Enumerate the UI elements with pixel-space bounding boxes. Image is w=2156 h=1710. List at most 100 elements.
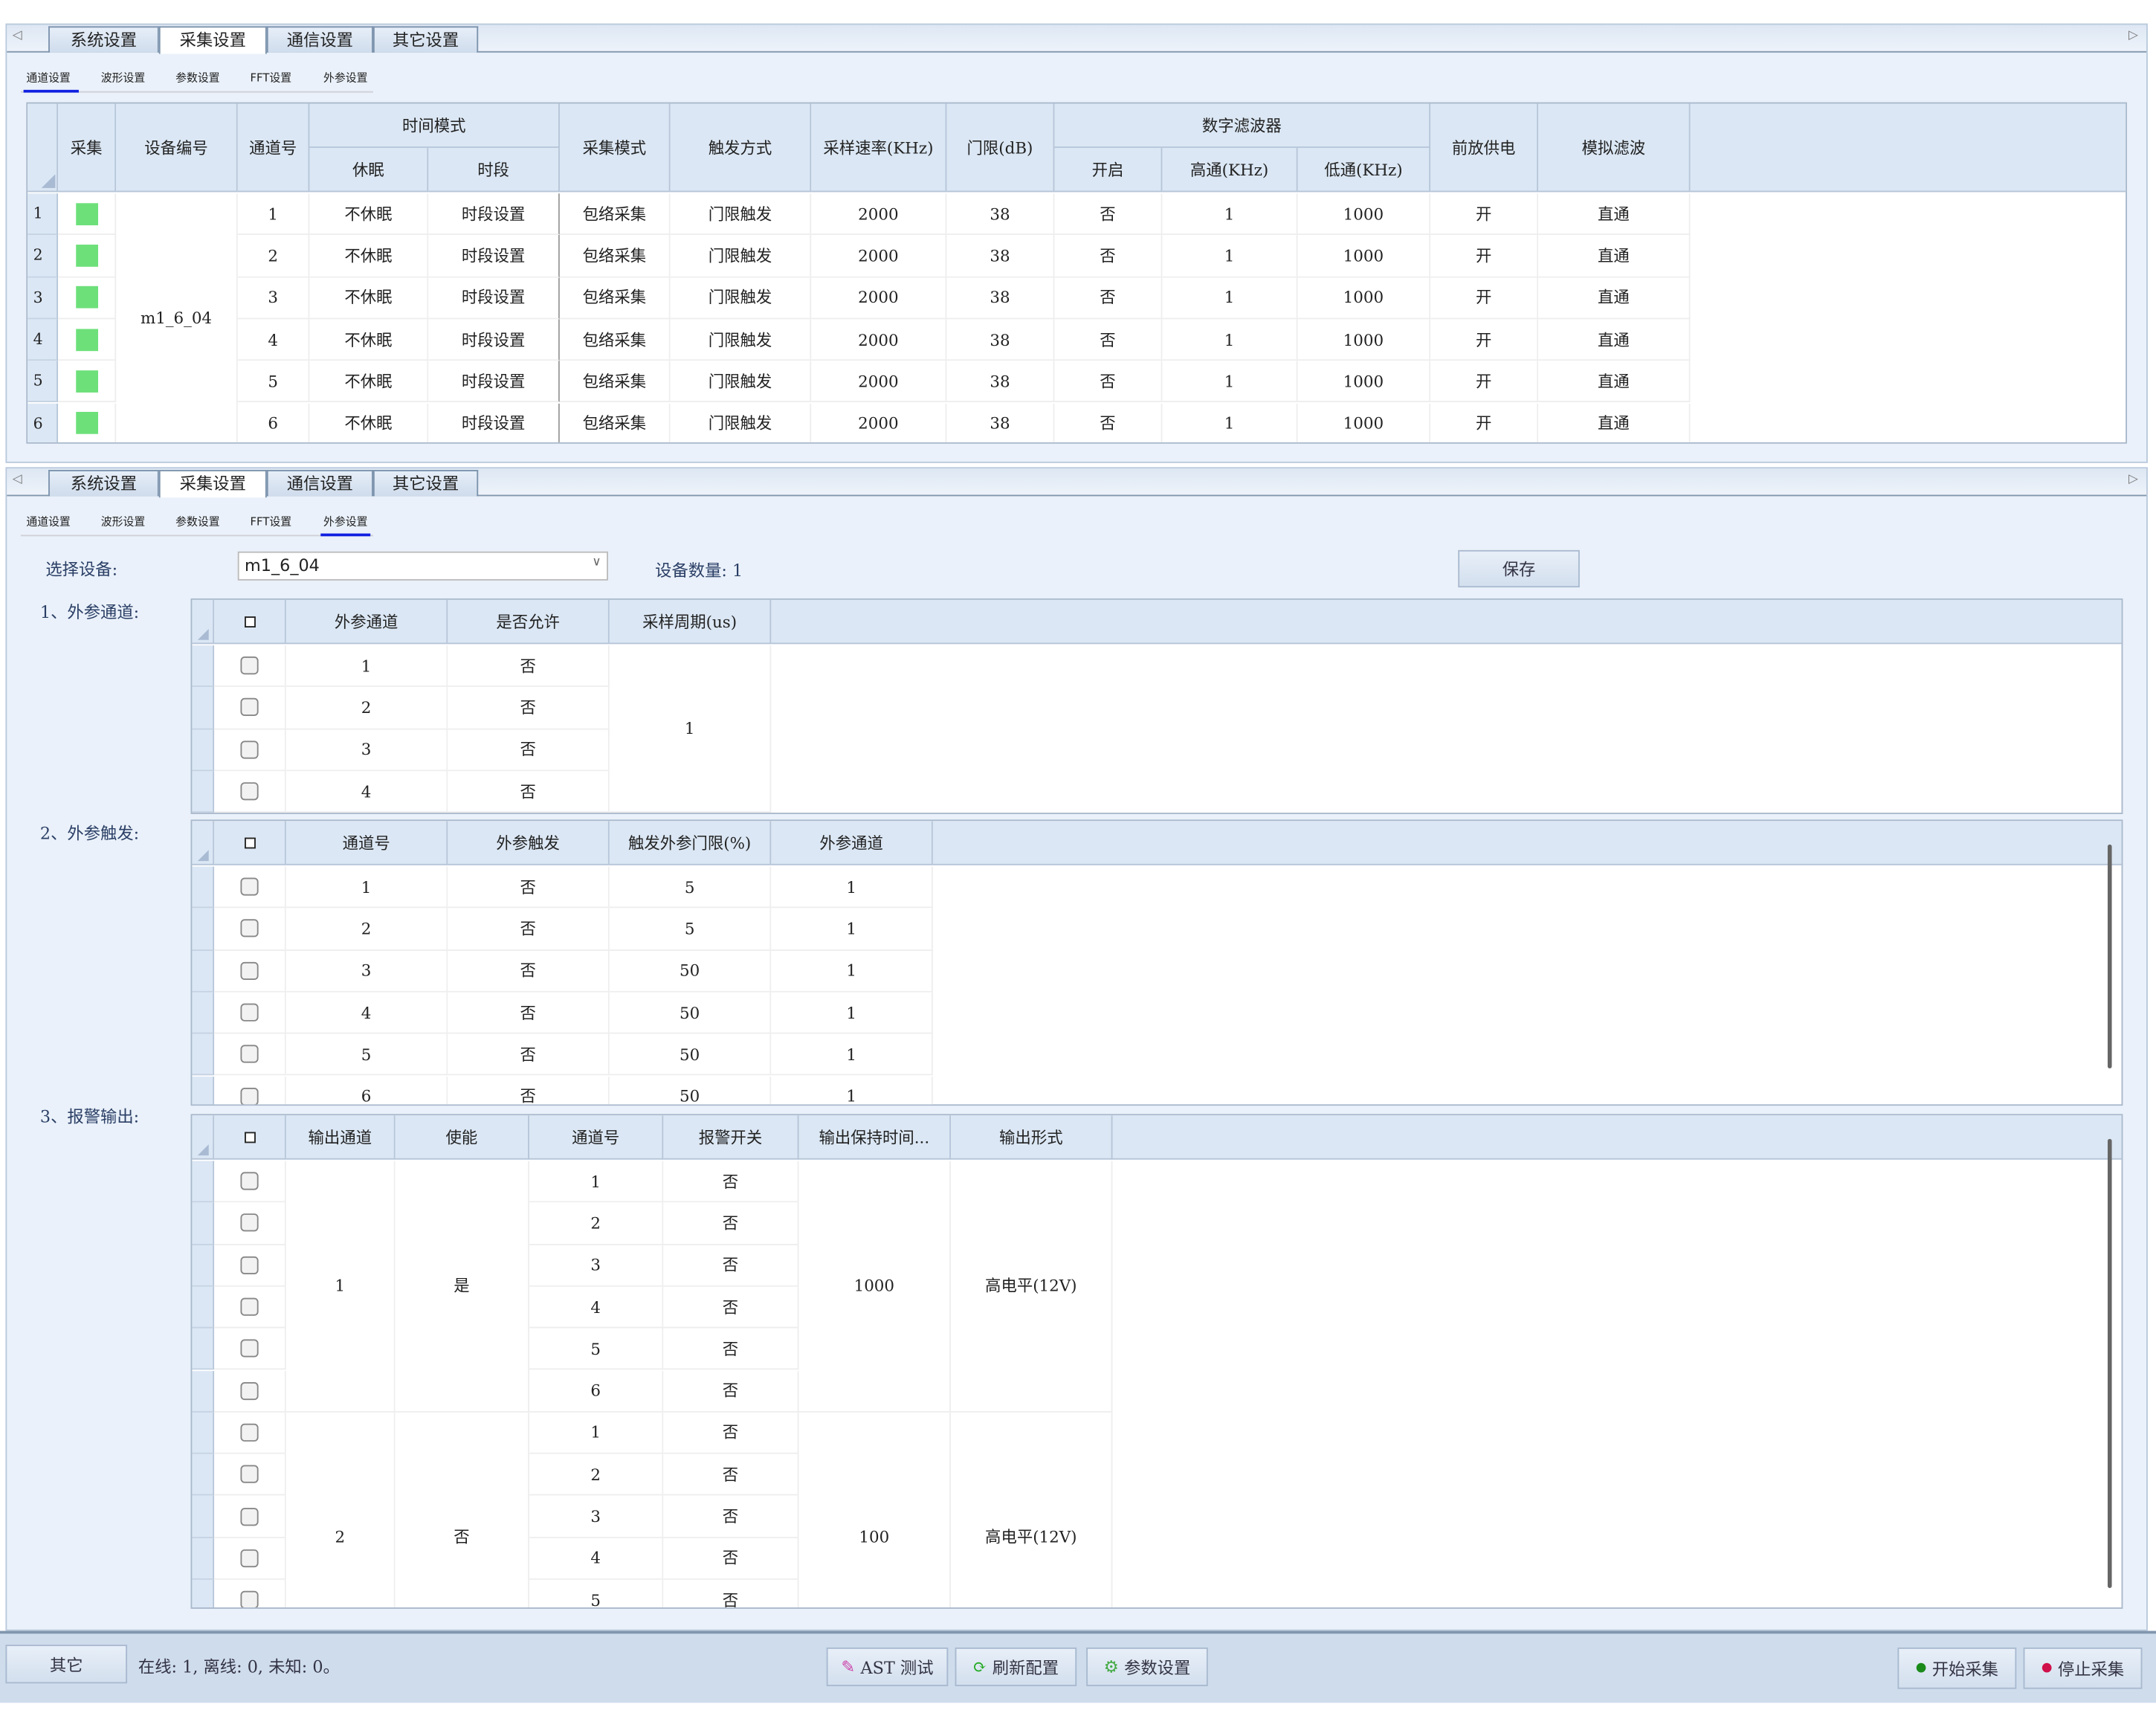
- cell-en[interactable]: 否: [1054, 319, 1163, 361]
- scroll-right-arrow[interactable]: ▷: [2128, 29, 2138, 43]
- cell-alarm-switch[interactable]: 否: [663, 1286, 799, 1329]
- row-header[interactable]: [192, 992, 215, 1034]
- cell-hp[interactable]: 1: [1162, 319, 1298, 361]
- cell-hp[interactable]: 1: [1162, 277, 1298, 320]
- row-checkbox[interactable]: [240, 740, 259, 759]
- cell-lp[interactable]: 1000: [1297, 402, 1431, 442]
- row-header[interactable]: 2: [28, 235, 59, 277]
- cell-col-2[interactable]: 50: [609, 1076, 772, 1105]
- collect-indicator-cell[interactable]: [58, 193, 117, 236]
- cell-pre[interactable]: 开: [1430, 361, 1539, 403]
- row-checkbox[interactable]: [240, 698, 259, 717]
- cell-alarm-switch[interactable]: 否: [663, 1579, 799, 1608]
- header-sample_rate[interactable]: 采样速率(KHz): [811, 103, 947, 193]
- cell-mode[interactable]: 包络采集: [559, 193, 671, 236]
- row-header[interactable]: 5: [28, 361, 59, 403]
- cell-lp[interactable]: 1000: [1297, 193, 1431, 236]
- cell-en[interactable]: 否: [1054, 277, 1163, 320]
- select-all-checkbox-cell[interactable]: [214, 1115, 286, 1160]
- row-header[interactable]: [192, 1370, 215, 1413]
- header-collect[interactable]: 采集: [58, 103, 117, 193]
- cell-col-1[interactable]: 否: [448, 992, 610, 1034]
- row-header[interactable]: [192, 1412, 215, 1454]
- cell-col-1[interactable]: 否: [448, 1033, 610, 1077]
- row-checkbox[interactable]: [240, 1590, 259, 1608]
- row-header[interactable]: [192, 1538, 215, 1580]
- cell-en[interactable]: 否: [1054, 193, 1163, 236]
- cell-col-0[interactable]: 6: [285, 1076, 448, 1105]
- cell-mode[interactable]: 包络采集: [559, 235, 671, 277]
- cell-trigger[interactable]: 门限触发: [670, 277, 812, 320]
- row-header[interactable]: [192, 1286, 215, 1329]
- cell-en[interactable]: 否: [1054, 361, 1163, 403]
- cell-thr[interactable]: 38: [946, 319, 1055, 361]
- row-checkbox-cell[interactable]: [214, 1370, 286, 1413]
- vertical-scrollbar[interactable]: [2107, 844, 2112, 1069]
- cell-period[interactable]: 时段设置: [428, 277, 560, 320]
- subtab-4[interactable]: 外参设置: [323, 515, 368, 529]
- row-header[interactable]: [192, 1076, 215, 1105]
- header-col-1[interactable]: 是否允许: [448, 599, 610, 645]
- param-settings-button[interactable]: ⚙ 参数设置: [1086, 1647, 1208, 1686]
- row-checkbox-cell[interactable]: [214, 729, 286, 772]
- scroll-left-arrow[interactable]: ◁: [12, 29, 22, 43]
- subtab-3[interactable]: FFT设置: [250, 71, 292, 85]
- row-header[interactable]: [192, 1454, 215, 1497]
- cell-col-3[interactable]: 1: [771, 950, 933, 993]
- row-checkbox[interactable]: [240, 1256, 259, 1274]
- row-checkbox[interactable]: [240, 961, 259, 980]
- cell-thr[interactable]: 38: [946, 402, 1055, 442]
- row-checkbox-cell[interactable]: [214, 1579, 286, 1608]
- cell-allow[interactable]: 否: [448, 771, 610, 813]
- header-collect_mode[interactable]: 采集模式: [559, 103, 671, 193]
- start-collect-button[interactable]: ● 开始采集: [1897, 1647, 2017, 1689]
- row-checkbox-cell[interactable]: [214, 1076, 286, 1105]
- row-checkbox[interactable]: [240, 1465, 259, 1484]
- select-all-checkbox[interactable]: [244, 616, 255, 627]
- cell-af[interactable]: 直通: [1538, 193, 1691, 236]
- cell-col-0[interactable]: 2: [285, 908, 448, 951]
- header-col-2[interactable]: 采样周期(us): [609, 599, 772, 645]
- cell-period[interactable]: 时段设置: [428, 193, 560, 236]
- header-col-2[interactable]: 触发外参门限(%): [609, 821, 772, 865]
- cell-output-form[interactable]: 高电平(12V): [950, 1161, 1113, 1413]
- cell-output-channel[interactable]: 2: [285, 1412, 396, 1608]
- header-channel[interactable]: 通道号: [237, 103, 310, 193]
- header-analog_filter[interactable]: 模拟滤波: [1538, 103, 1691, 193]
- cell-col-3[interactable]: 1: [771, 1033, 933, 1077]
- cell-af[interactable]: 直通: [1538, 235, 1691, 277]
- header-col-1[interactable]: 使能: [395, 1115, 529, 1160]
- cell-lp[interactable]: 1000: [1297, 319, 1431, 361]
- cell-rate[interactable]: 2000: [811, 235, 947, 277]
- row-header[interactable]: 1: [28, 193, 59, 236]
- subtab-1[interactable]: 波形设置: [100, 71, 146, 85]
- cell-af[interactable]: 直通: [1538, 319, 1691, 361]
- cell-channel[interactable]: 4: [285, 771, 448, 813]
- cell-pre[interactable]: 开: [1430, 235, 1539, 277]
- cell-period[interactable]: 时段设置: [428, 319, 560, 361]
- header-enable[interactable]: 开启: [1054, 147, 1163, 193]
- cell-channel[interactable]: 3: [529, 1245, 664, 1287]
- cell-alarm-switch[interactable]: 否: [663, 1328, 799, 1371]
- row-checkbox[interactable]: [240, 1003, 259, 1022]
- cell-channel[interactable]: 4: [529, 1538, 664, 1580]
- cell-thr[interactable]: 38: [946, 193, 1055, 236]
- tab-1[interactable]: 采集设置: [158, 26, 267, 54]
- cell-sample-period[interactable]: 1: [609, 645, 772, 813]
- cell-channel[interactable]: 5: [529, 1579, 664, 1608]
- row-checkbox-cell[interactable]: [214, 1033, 286, 1077]
- cell-en[interactable]: 否: [1054, 235, 1163, 277]
- cell-lp[interactable]: 1000: [1297, 235, 1431, 277]
- row-checkbox-cell[interactable]: [214, 950, 286, 993]
- tab-2[interactable]: 通信设置: [266, 470, 373, 497]
- stop-collect-button[interactable]: ● 停止采集: [2023, 1647, 2143, 1689]
- row-checkbox[interactable]: [240, 782, 259, 801]
- cell-rate[interactable]: 2000: [811, 277, 947, 320]
- cell-col-3[interactable]: 1: [771, 992, 933, 1034]
- row-header[interactable]: 3: [28, 277, 59, 320]
- cell-ch[interactable]: 2: [237, 235, 310, 277]
- row-header[interactable]: [192, 645, 215, 688]
- cell-trigger[interactable]: 门限触发: [670, 235, 812, 277]
- cell-sleep[interactable]: 不休眠: [309, 319, 429, 361]
- select-all-checkbox-cell[interactable]: [214, 599, 286, 645]
